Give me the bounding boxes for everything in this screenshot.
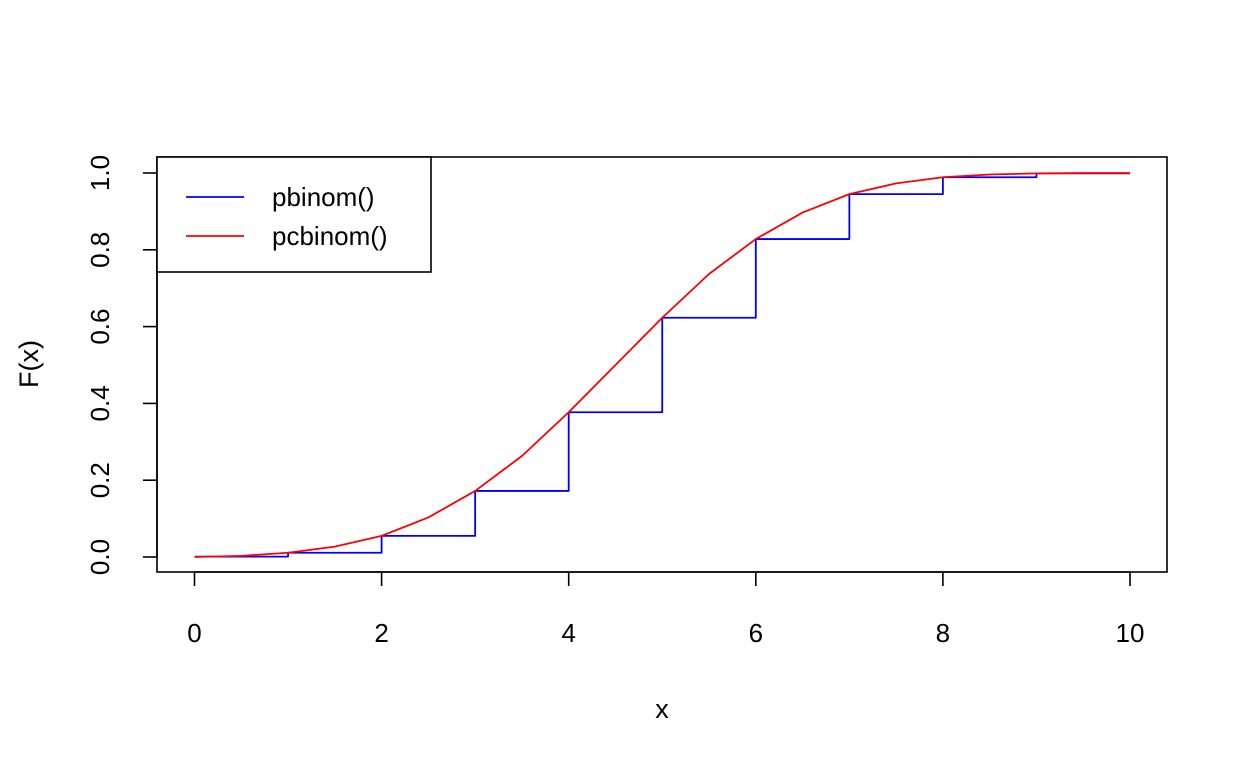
x-tick-label: 8 xyxy=(936,618,950,648)
y-axis: 0.0 0.2 0.4 0.6 0.8 1.0 xyxy=(85,155,158,575)
y-tick-label: 0.8 xyxy=(85,232,115,268)
y-tick-label: 0.2 xyxy=(85,462,115,498)
x-axis: 0 2 4 6 8 10 xyxy=(187,571,1145,648)
legend-box xyxy=(156,156,432,273)
series-layer xyxy=(194,172,1130,558)
y-axis-label: F(x) xyxy=(14,340,44,388)
x-tick-label: 0 xyxy=(187,618,201,648)
series-line-pbinom xyxy=(194,172,1130,558)
x-tick-label: 2 xyxy=(374,618,388,648)
x-axis-label: x xyxy=(655,694,669,724)
series-line-pcbinom xyxy=(194,172,1130,558)
legend-label-pcbinom: pcbinom() xyxy=(272,221,388,251)
y-tick-label: 1.0 xyxy=(85,155,115,191)
y-tick-label: 0.6 xyxy=(85,309,115,345)
legend-label-pbinom: pbinom() xyxy=(272,182,375,212)
y-tick-label: 0.0 xyxy=(85,539,115,575)
x-tick-label: 10 xyxy=(1116,618,1145,648)
legend: pbinom() pcbinom() xyxy=(156,156,432,273)
x-tick-label: 4 xyxy=(561,618,575,648)
x-tick-label: 6 xyxy=(749,618,763,648)
y-tick-label: 0.4 xyxy=(85,385,115,421)
